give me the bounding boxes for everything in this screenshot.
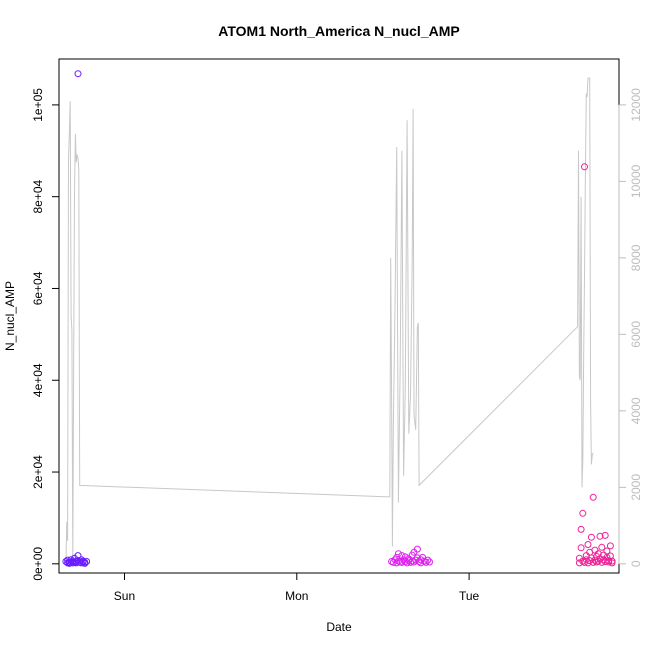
data-point [412,556,420,564]
y2-tick-label: 8000 [629,244,643,271]
y-tick-label: 2e+04 [31,455,45,489]
data-point [601,531,609,539]
data-point [589,493,597,501]
data-point [587,554,595,562]
x-axis: Sun Mon Tue [114,572,480,603]
y2-tick-label: 2000 [629,474,643,501]
chart-title: ATOM1 North_America N_nucl_AMP [218,23,459,39]
points-layer [62,70,616,567]
data-point [83,558,91,565]
y-tick-label: 4e+04 [31,363,45,397]
data-point [591,556,599,564]
data-point [72,559,80,567]
data-point [579,509,587,517]
data-point [606,542,614,550]
x-tick-label: Tue [459,589,480,603]
data-point [415,558,423,565]
data-point [394,550,402,558]
y2-tick-label: 0 [629,560,643,567]
y2-tick-label: 4000 [629,397,643,424]
data-point [398,552,406,560]
y2-tick-label: 6000 [629,321,643,348]
x-axis-label: Date [326,620,352,634]
x-tick-label: Sun [114,589,135,603]
data-point [410,558,418,566]
y2-tick-label: 12000 [629,88,643,122]
data-point [577,544,585,552]
y-tick-label: 1e+05 [31,88,45,122]
data-point [575,559,583,567]
data-point [420,557,428,565]
data-point [596,532,604,540]
x-tick-label: Mon [285,589,308,603]
data-point [413,554,421,562]
y-tick-label: 6e+04 [31,271,45,305]
y-axis-label: N_nucl_AMP [3,281,17,351]
data-point [601,558,609,565]
data-point [598,543,606,551]
secondary-line-layer [65,77,594,564]
data-point [426,558,433,566]
data-point [603,547,611,555]
data-point [65,559,73,567]
data-point [424,556,432,564]
data-point [74,70,82,78]
y-tick-label: 0e+00 [31,547,45,581]
y2-tick-label: 10000 [629,164,643,198]
data-point [577,525,585,533]
data-point [584,541,592,548]
y-axis-left: 0e+00 2e+04 4e+04 6e+04 8e+04 1e+05 [31,88,60,581]
secondary-series-line [65,77,594,564]
y-tick-label: 8e+04 [31,180,45,214]
data-point [608,559,616,567]
data-point [74,552,82,560]
y-axis-right: 0 2000 4000 6000 8000 10000 12000 [618,88,643,567]
data-point [581,163,588,171]
data-point [413,545,421,553]
data-point [587,533,595,541]
